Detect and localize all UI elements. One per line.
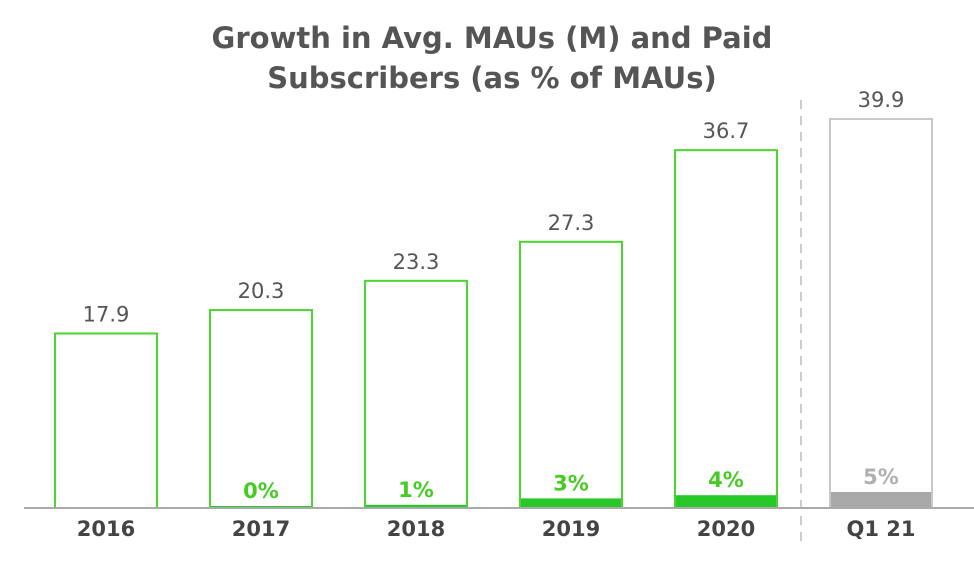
- subscriber-fill-2018: [366, 504, 466, 508]
- mau-value-label-2017: 20.3: [238, 279, 285, 303]
- mau-bar-2019: [519, 240, 623, 509]
- subscriber-fill-2019: [521, 498, 621, 508]
- subscriber-pct-label-2019: 3%: [553, 471, 589, 495]
- x-tick-label-2016: 2016: [77, 517, 135, 541]
- x-tick-label-2020: 2020: [697, 517, 755, 541]
- mau-bar-2018: [364, 279, 468, 510]
- x-axis-ticks: 2016 2017 2018 2019 2020 Q1 21: [77, 517, 916, 541]
- mau-bar-2020: [674, 149, 778, 510]
- x-tick-label-2019: 2019: [542, 517, 600, 541]
- chart-title-line-2: Subscribers (as % of MAUs): [267, 61, 717, 95]
- subscriber-pct-label-q1-21: 5%: [863, 465, 899, 489]
- x-tick-label-q1-21: Q1 21: [847, 517, 916, 541]
- mau-value-label-2018: 23.3: [393, 250, 440, 274]
- mau-bar-q1-21: [829, 117, 933, 509]
- subscriber-pct-label-2020: 4%: [708, 468, 744, 492]
- mau-bar-2017: [209, 309, 313, 510]
- mau-value-label-2019: 27.3: [548, 211, 595, 235]
- mau-value-label-2016: 17.9: [83, 302, 130, 326]
- mau-value-label-2020: 36.7: [703, 119, 750, 143]
- subscriber-pct-label-2017: 0%: [243, 479, 279, 503]
- subscriber-fill-2020: [676, 495, 776, 508]
- x-tick-label-2018: 2018: [387, 517, 445, 541]
- chart-title-line-1: Growth in Avg. MAUs (M) and Paid: [212, 21, 773, 55]
- subscriber-pct-label-2018: 1%: [398, 478, 434, 502]
- x-tick-label-2017: 2017: [232, 517, 290, 541]
- mau-bar-2016: [54, 332, 158, 509]
- bar-group: 17.9 20.3 0% 23.3 1% 27.3 3% 36.7 4% 39.9 5%: [54, 88, 933, 510]
- mau-value-label-q1-21: 39.9: [858, 88, 905, 112]
- subscriber-fill-q1-21: [831, 492, 931, 508]
